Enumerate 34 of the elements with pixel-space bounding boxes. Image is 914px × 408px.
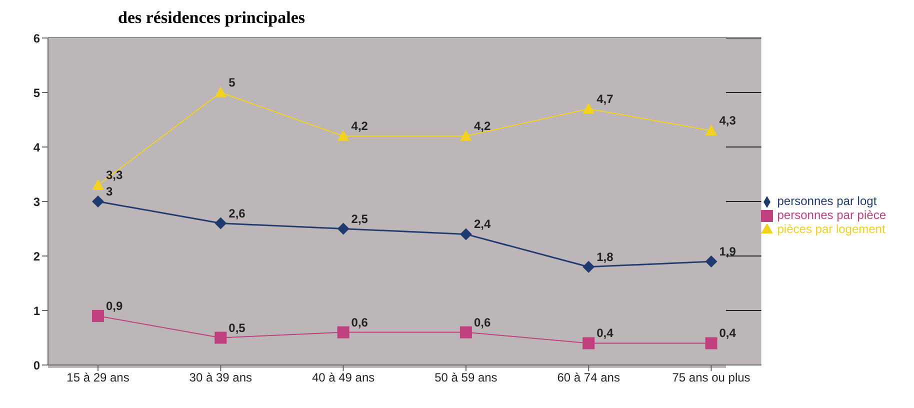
data-label: 4,2 <box>474 119 491 134</box>
y-tick-label: 0 <box>33 358 40 372</box>
data-label: 2,6 <box>228 206 246 220</box>
y-tick-label: 4 <box>33 140 40 154</box>
y-tick-label: 3 <box>33 194 40 209</box>
data-label: 4,2 <box>351 119 368 134</box>
x-tick-label: 40 à 49 ans <box>312 370 375 385</box>
legend-label: personnes par logt <box>777 194 877 208</box>
data-label: 0,6 <box>351 315 368 330</box>
x-tick-label: 75 ans ou plus <box>672 370 750 385</box>
data-label: 1,9 <box>719 244 736 258</box>
x-tick-label: 30 à 39 ans <box>189 370 252 385</box>
y-tick-label: 5 <box>33 86 40 100</box>
legend-label: personnes par pièce <box>777 208 886 222</box>
y-tick-label: 1 <box>33 304 40 318</box>
data-label: 0,9 <box>106 298 124 313</box>
x-tick-label: 50 à 59 ans <box>434 370 498 385</box>
y-tick-label: 2 <box>33 249 40 264</box>
x-tick-label: 15 à 29 ans <box>66 370 130 385</box>
data-label: 3 <box>106 184 113 198</box>
legend-label: pièces par logement <box>777 222 886 236</box>
data-label: 2,4 <box>474 217 491 232</box>
data-label: 0,4 <box>596 326 614 340</box>
data-label: 4,3 <box>719 114 736 128</box>
data-label: 0,4 <box>719 326 736 340</box>
data-label: 2,5 <box>351 212 368 226</box>
data-label: 5 <box>228 76 236 90</box>
y-tick-label: 6 <box>33 31 40 46</box>
chart-title: des résidences principales <box>117 8 306 29</box>
data-label: 0,5 <box>228 320 246 335</box>
x-tick-label: 60 à 74 ans <box>557 370 620 385</box>
data-label: 4,7 <box>596 92 614 106</box>
data-label: 0,6 <box>474 315 491 330</box>
data-label: 1,8 <box>596 250 614 264</box>
